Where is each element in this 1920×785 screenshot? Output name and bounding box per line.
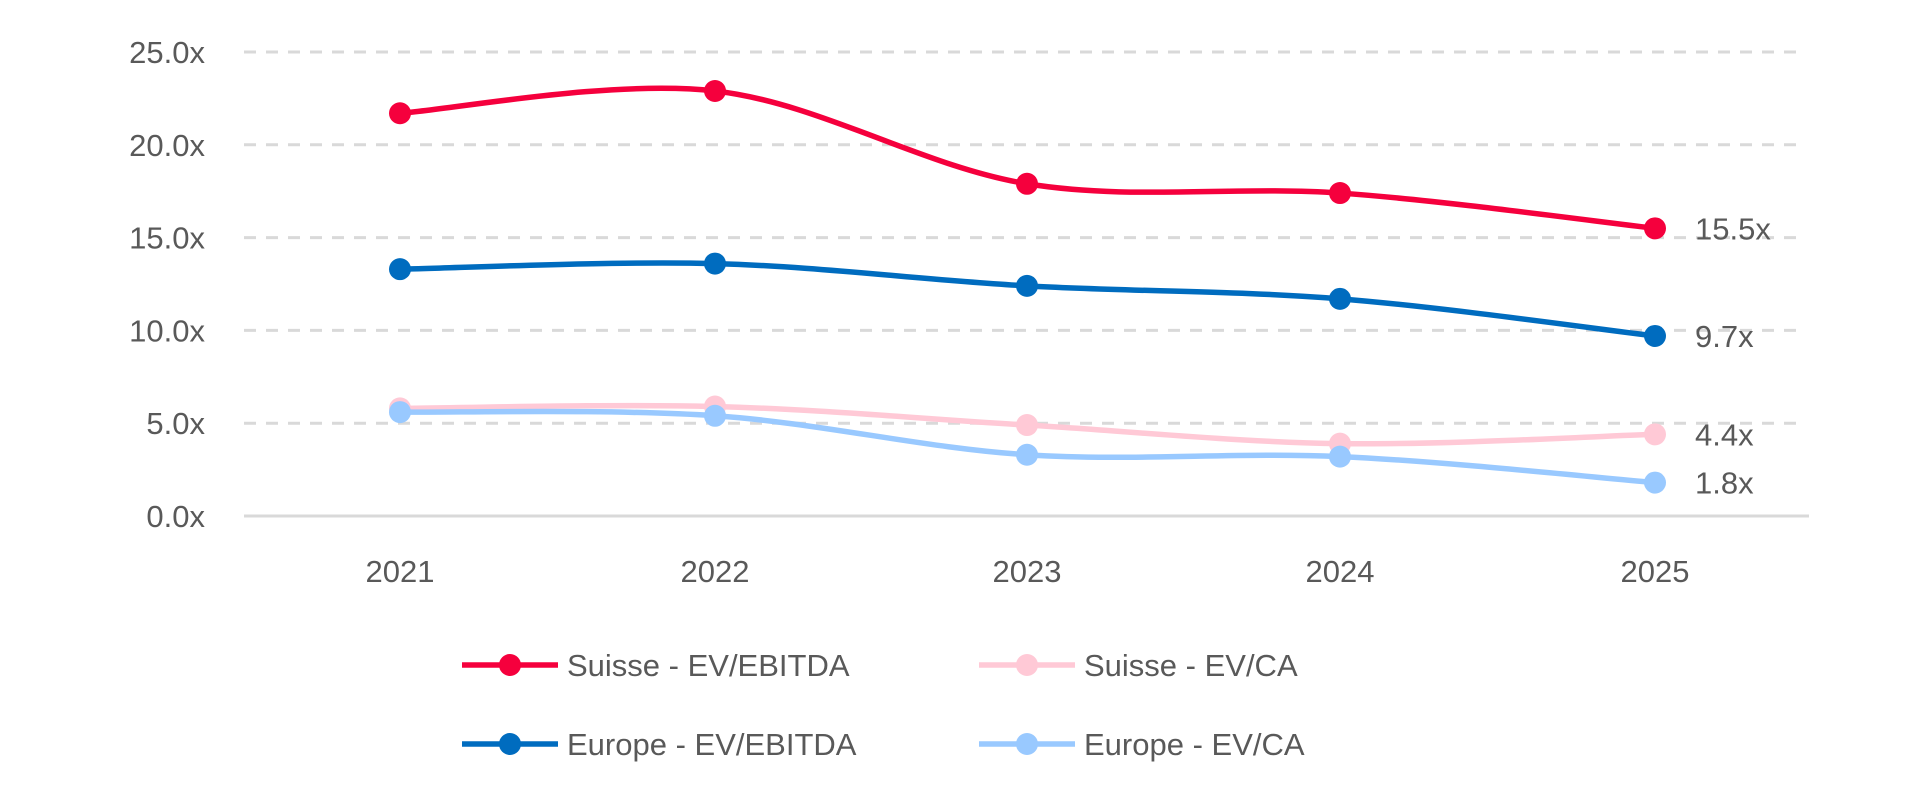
- data-point: [1644, 324, 1666, 347]
- end-data-label: 15.5x: [1695, 211, 1771, 246]
- series-europe-ev-ca: 1.8x: [389, 401, 1754, 501]
- x-tick-label: 2024: [1306, 554, 1375, 589]
- end-data-label: 1.8x: [1695, 466, 1754, 501]
- legend-label: Suisse - EV/CA: [1084, 648, 1298, 683]
- x-tick-label: 2025: [1621, 554, 1690, 589]
- y-tick-label: 25.0x: [129, 35, 205, 70]
- legend-marker-icon: [1016, 733, 1038, 755]
- series-suisse-ev-ebitda: 15.5x: [389, 79, 1771, 246]
- data-point: [1016, 443, 1038, 466]
- data-point: [1644, 217, 1666, 240]
- data-point: [1329, 287, 1351, 310]
- legend-label: Europe - EV/EBITDA: [567, 727, 857, 762]
- x-tick-label: 2022: [681, 554, 750, 589]
- data-point: [1016, 172, 1038, 195]
- data-point: [704, 404, 726, 427]
- y-tick-label: 10.0x: [129, 313, 205, 348]
- y-tick-label: 20.0x: [129, 128, 205, 163]
- legend-item: Suisse - EV/CA: [979, 648, 1298, 683]
- legend-item: Europe - EV/CA: [979, 727, 1305, 762]
- data-point: [704, 79, 726, 102]
- data-point: [389, 258, 411, 281]
- legend-marker-icon: [1016, 654, 1038, 676]
- data-point: [1016, 414, 1038, 437]
- legend-item: Suisse - EV/EBITDA: [462, 648, 850, 683]
- y-tick-label: 5.0x: [146, 406, 205, 441]
- data-point: [1644, 423, 1666, 446]
- legend-marker-icon: [499, 654, 521, 676]
- series-line: [397, 85, 1658, 232]
- end-data-label: 9.7x: [1695, 319, 1754, 354]
- data-point: [704, 252, 726, 275]
- series-line: [397, 260, 1658, 339]
- data-point: [389, 102, 411, 125]
- legend-label: Europe - EV/CA: [1084, 727, 1305, 762]
- legend-item: Europe - EV/EBITDA: [462, 727, 857, 762]
- series-europe-ev-ebitda: 9.7x: [389, 252, 1754, 354]
- legend-marker-icon: [499, 733, 521, 755]
- x-tick-label: 2023: [993, 554, 1062, 589]
- data-point: [1016, 274, 1038, 297]
- series-suisse-ev-ca: 4.4x: [389, 395, 1754, 455]
- data-point: [1644, 471, 1666, 494]
- y-tick-label: 0.0x: [146, 499, 205, 534]
- data-point: [1329, 182, 1351, 205]
- data-point: [389, 401, 411, 424]
- legend-label: Suisse - EV/EBITDA: [567, 648, 850, 683]
- end-data-label: 4.4x: [1695, 417, 1754, 452]
- x-tick-label: 2021: [366, 554, 435, 589]
- y-tick-label: 15.0x: [129, 221, 205, 256]
- data-point: [1329, 445, 1351, 468]
